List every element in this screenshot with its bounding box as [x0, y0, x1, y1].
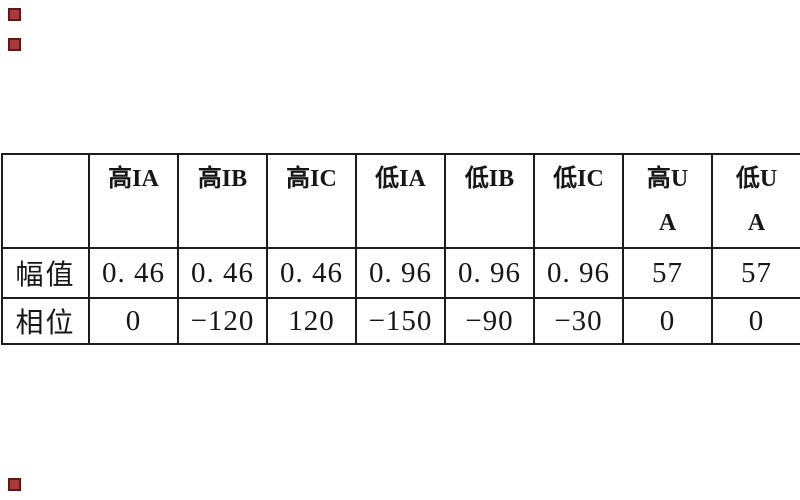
phase-value-cell: −90: [444, 297, 535, 345]
amplitude-value-cell: 0. 46: [266, 247, 357, 299]
amplitude-value-cell: 0. 96: [533, 247, 624, 299]
phase-value-cell: 120: [266, 297, 357, 345]
column-header-high-ib: 高IB: [177, 153, 268, 249]
column-header-low-ua: 低U A: [711, 153, 800, 249]
test-values-table: 高IA 高IB 高IC 低IA 低IB 低IC 高U A 低U A 幅值 0. …: [1, 153, 800, 345]
column-header-high-ia: 高IA: [88, 153, 179, 249]
phase-value-cell: −30: [533, 297, 624, 345]
amplitude-value-cell: 0. 46: [177, 247, 268, 299]
amplitude-value-cell: 57: [711, 247, 800, 299]
amplitude-value-cell: 57: [622, 247, 713, 299]
phase-value-cell: −120: [177, 297, 268, 345]
header-row: 高IA 高IB 高IC 低IA 低IB 低IC 高U A 低U A: [1, 153, 800, 249]
phase-value-cell: 0: [88, 297, 179, 345]
amplitude-value-cell: 0. 96: [444, 247, 535, 299]
column-header-high-ic: 高IC: [266, 153, 357, 249]
phase-value-cell: 0: [711, 297, 800, 345]
column-header-low-ib: 低IB: [444, 153, 535, 249]
amplitude-value-cell: 0. 46: [88, 247, 179, 299]
amplitude-row: 幅值 0. 46 0. 46 0. 46 0. 96 0. 96 0. 96 5…: [1, 247, 800, 299]
red-square-marker-icon: [8, 8, 21, 21]
column-header-low-ia: 低IA: [355, 153, 446, 249]
row-label-phase: 相位: [1, 297, 90, 345]
phase-row: 相位 0 −120 120 −150 −90 −30 0 0: [1, 297, 800, 345]
red-square-marker-icon: [8, 478, 21, 491]
phase-value-cell: 0: [622, 297, 713, 345]
column-header-low-ic: 低IC: [533, 153, 624, 249]
red-square-marker-icon: [8, 38, 21, 51]
row-label-amplitude: 幅值: [1, 247, 90, 299]
corner-cell: [1, 153, 90, 249]
amplitude-value-cell: 0. 96: [355, 247, 446, 299]
phase-value-cell: −150: [355, 297, 446, 345]
column-header-high-ua: 高U A: [622, 153, 713, 249]
